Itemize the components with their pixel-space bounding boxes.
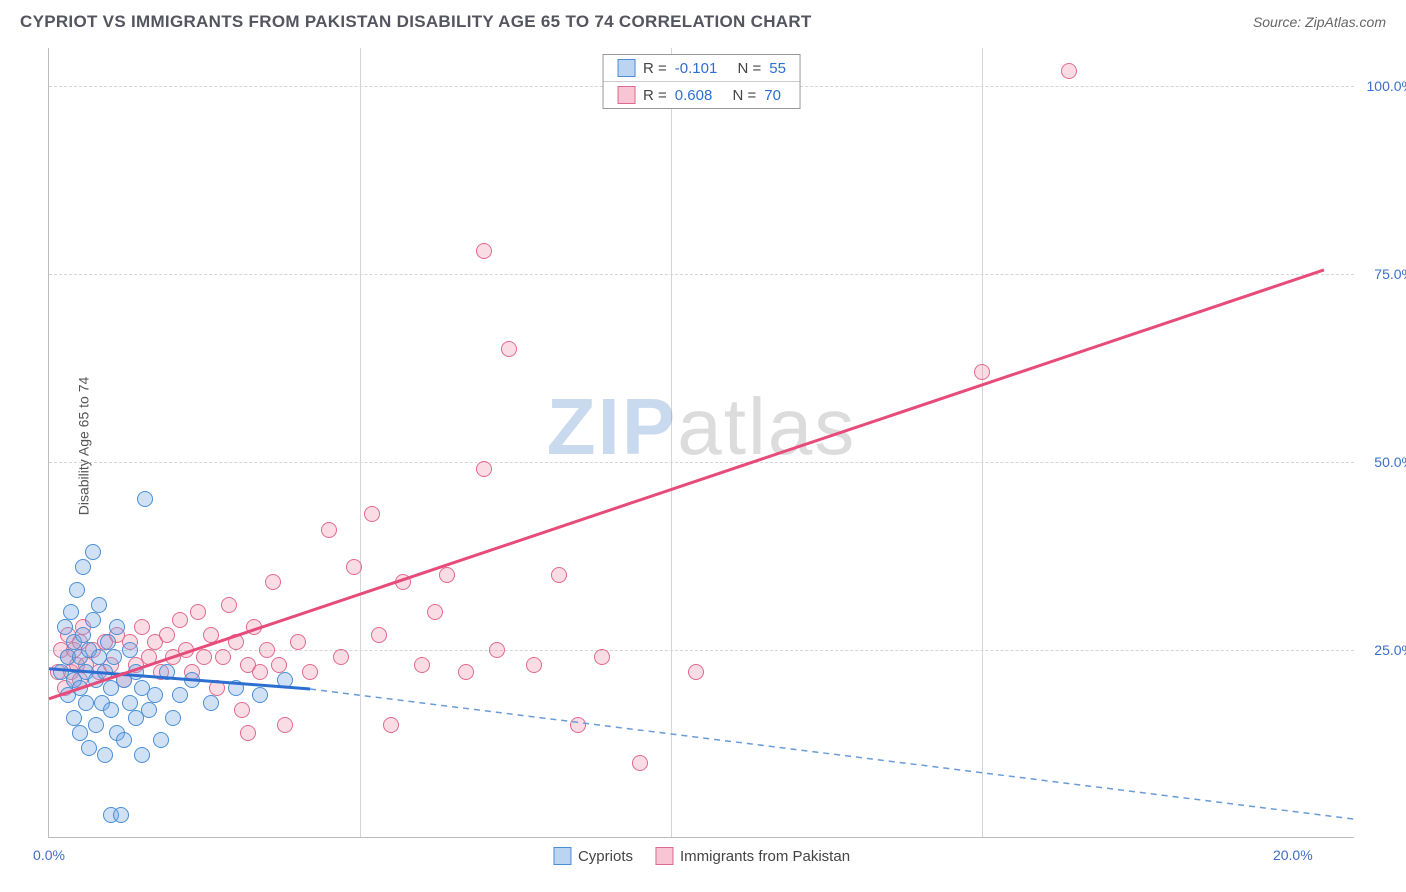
legend-row-cypriots: R = -0.101 N = 55 <box>603 55 800 81</box>
legend-row-pakistan: R = 0.608 N = 70 <box>603 81 800 108</box>
y-tick-label: 75.0% <box>1359 266 1406 282</box>
x-tick-label: 20.0% <box>1273 847 1313 863</box>
x-tick-label: 0.0% <box>33 847 65 863</box>
swatch-icon <box>655 847 673 865</box>
legend-item-cypriots: Cypriots <box>553 847 633 865</box>
plot-area: ZIPatlas R = -0.101 N = 55 R = 0.608 N =… <box>48 48 1354 838</box>
y-tick-label: 50.0% <box>1359 454 1406 470</box>
source-attribution: Source: ZipAtlas.com <box>1253 14 1386 30</box>
y-tick-label: 25.0% <box>1359 642 1406 658</box>
chart-title: CYPRIOT VS IMMIGRANTS FROM PAKISTAN DISA… <box>20 12 812 32</box>
y-tick-label: 100.0% <box>1359 78 1406 94</box>
correlation-legend: R = -0.101 N = 55 R = 0.608 N = 70 <box>602 54 801 109</box>
legend-item-pakistan: Immigrants from Pakistan <box>655 847 850 865</box>
swatch-icon <box>553 847 571 865</box>
series-legend: Cypriots Immigrants from Pakistan <box>545 847 858 865</box>
swatch-icon <box>617 59 635 77</box>
trend-lines <box>49 48 1354 837</box>
swatch-icon <box>617 86 635 104</box>
